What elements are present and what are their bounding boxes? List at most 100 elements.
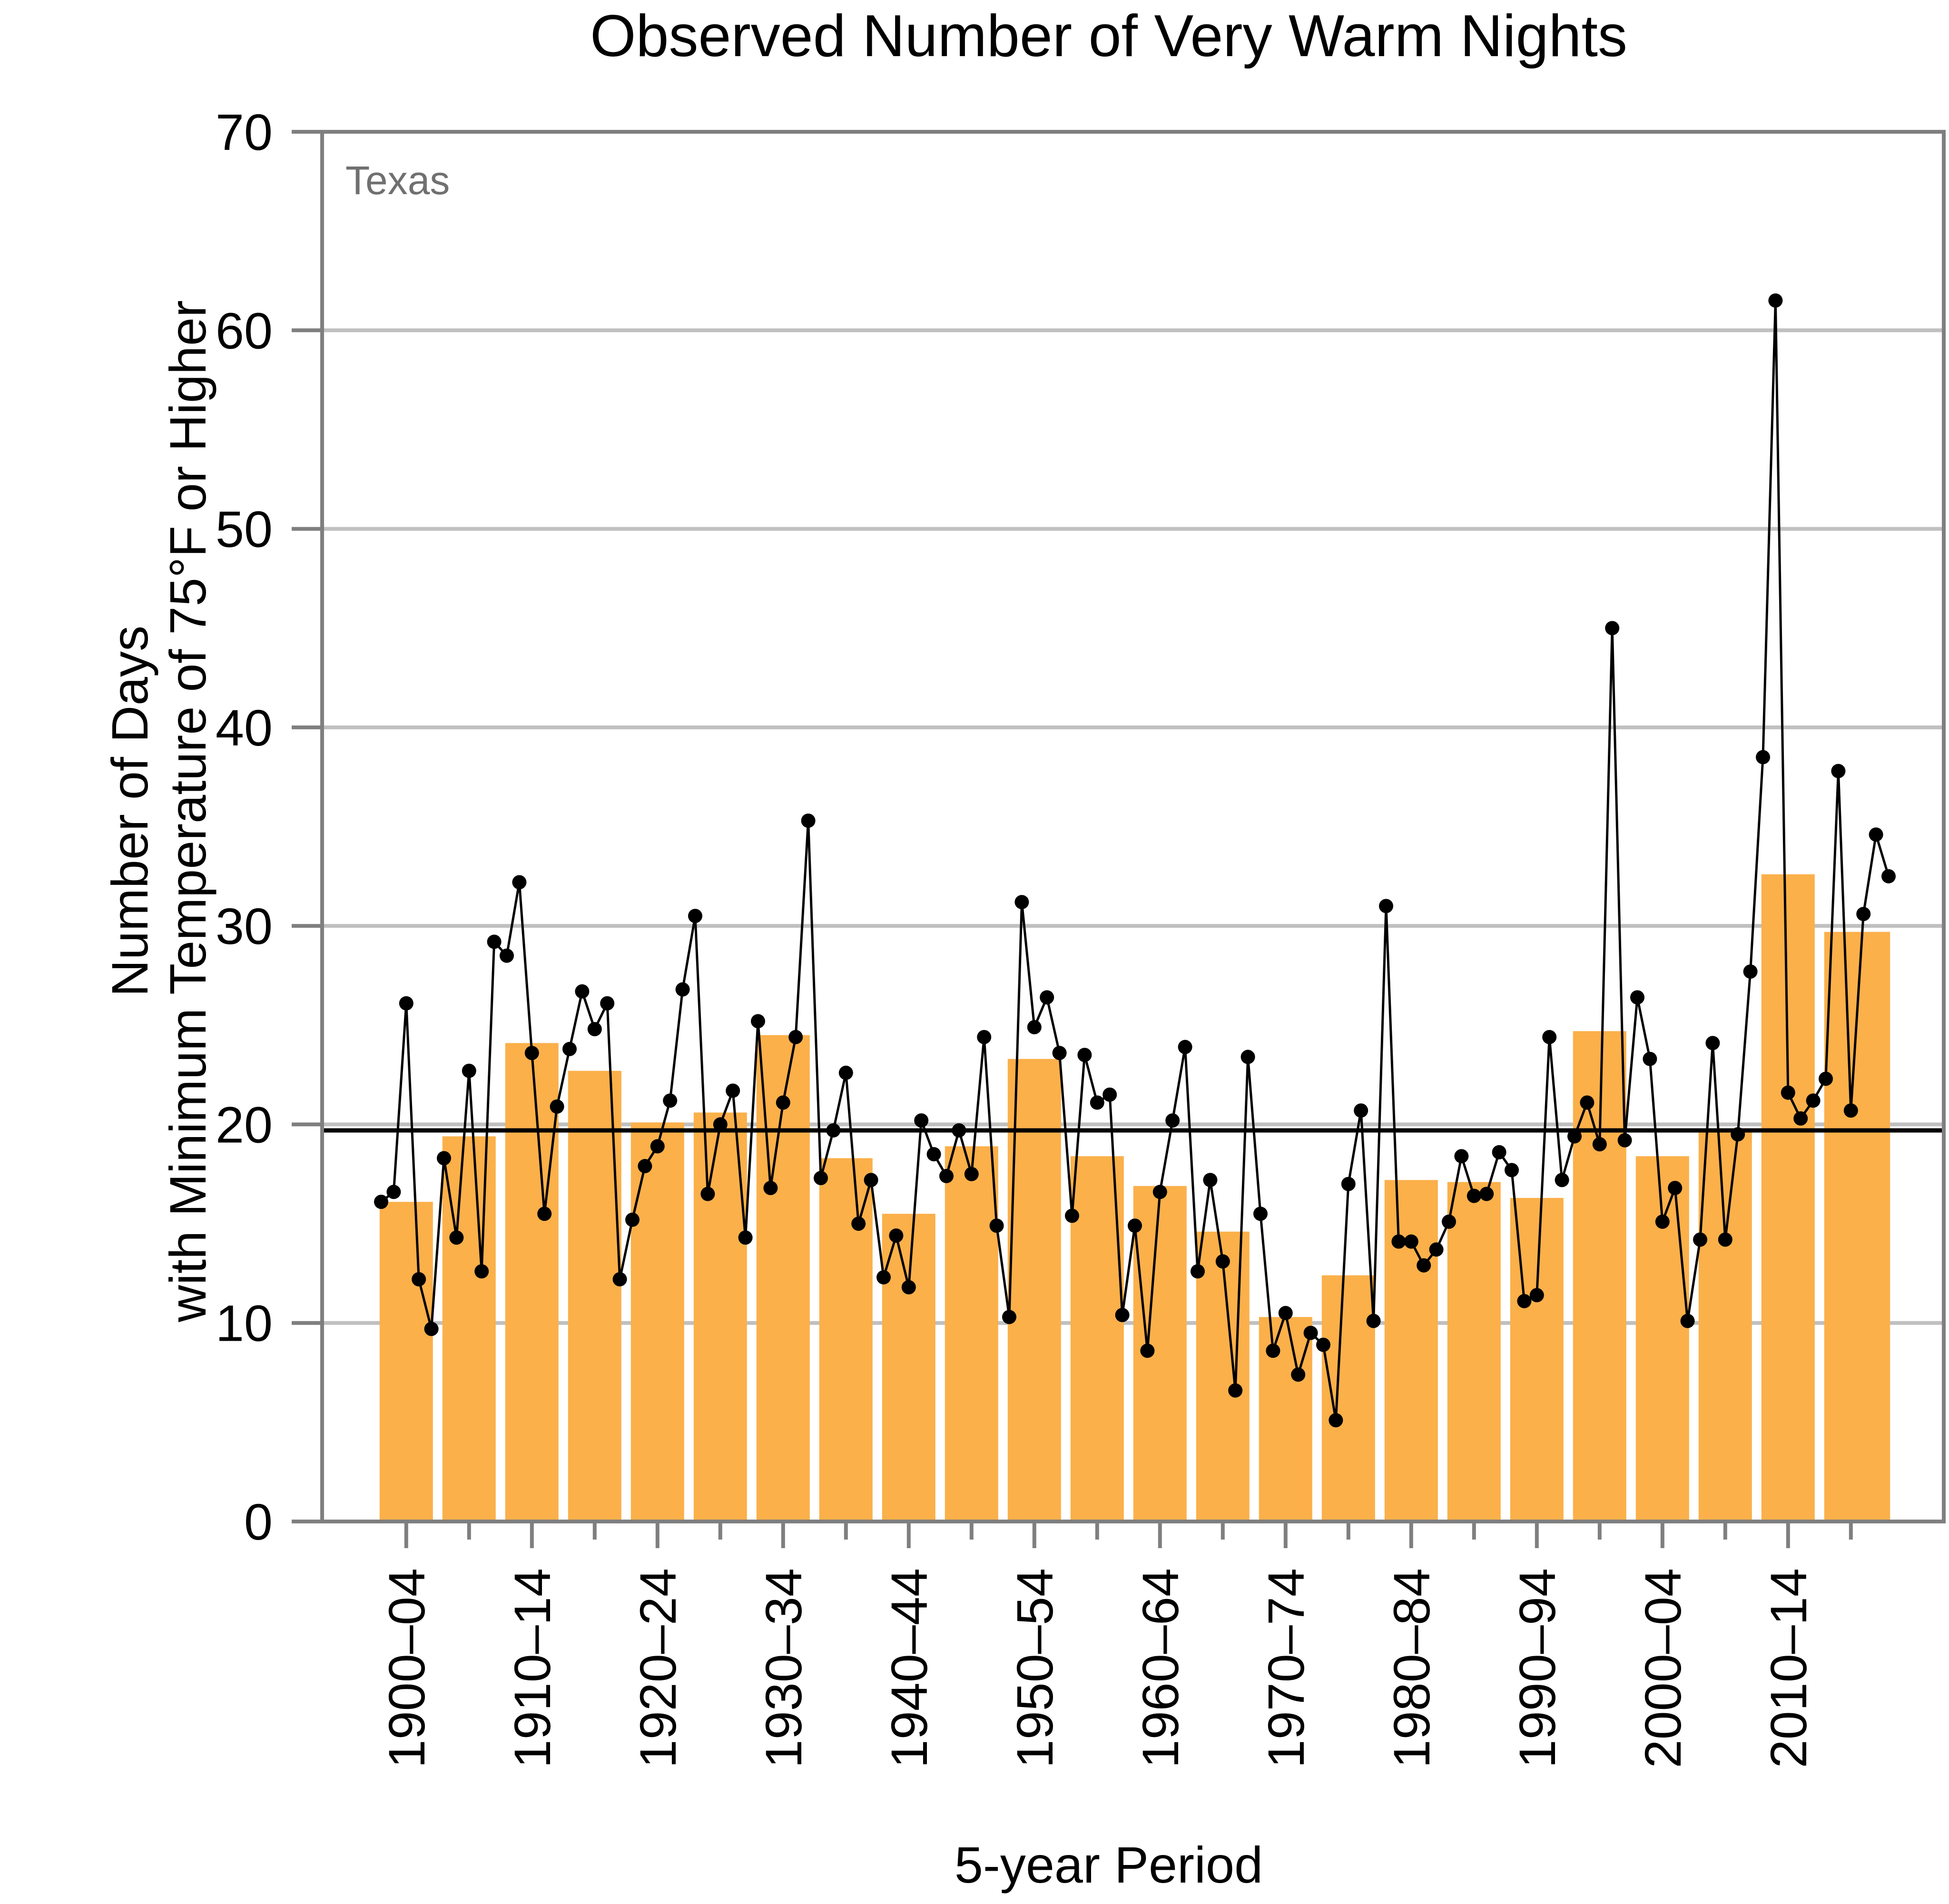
point-1970: [1253, 1207, 1268, 1221]
point-2000: [1630, 990, 1644, 1005]
point-1941: [889, 1228, 904, 1243]
point-1904: [424, 1322, 439, 1336]
point-1998: [1605, 621, 1620, 636]
point-1901: [386, 1185, 401, 1199]
point-1971: [1266, 1344, 1280, 1358]
bar-1975–79: [1321, 1275, 1375, 1521]
point-1922: [650, 1139, 665, 1154]
bar-2005–09: [1698, 1128, 1752, 1521]
chart-title: Observed Number of Very Warm Nights: [590, 3, 1627, 69]
point-1914: [550, 1099, 564, 1114]
point-2019: [1869, 827, 1883, 842]
point-1956: [1077, 1048, 1092, 1062]
point-1903: [412, 1272, 426, 1286]
x-tick-label-2000–04: 2000–04: [1634, 1568, 1692, 1768]
point-2017: [1843, 1103, 1858, 1118]
point-1973: [1291, 1367, 1306, 1382]
point-2010: [1756, 750, 1770, 765]
x-tick-label-1960–64: 1960–64: [1132, 1568, 1189, 1768]
point-1958: [1102, 1087, 1117, 1102]
x-tick-label-1920–24: 1920–24: [629, 1568, 687, 1768]
point-2012: [1781, 1085, 1795, 1100]
point-1923: [663, 1093, 678, 1108]
point-1981: [1391, 1234, 1406, 1249]
point-1999: [1617, 1133, 1632, 1148]
point-1990: [1505, 1163, 1519, 1178]
point-1908: [474, 1264, 489, 1279]
point-2003: [1668, 1180, 1683, 1195]
point-1900: [374, 1195, 388, 1209]
y-axis-title-line-1: Number of Days: [101, 626, 158, 997]
point-1902: [399, 996, 413, 1011]
point-2004: [1680, 1314, 1695, 1328]
point-1916: [575, 984, 590, 999]
bar-1955–59: [1070, 1156, 1124, 1521]
point-1984: [1429, 1242, 1444, 1257]
point-1945: [939, 1168, 954, 1183]
y-tick-label-40: 40: [216, 699, 273, 756]
point-1961: [1140, 1344, 1155, 1358]
point-1967: [1215, 1254, 1230, 1269]
point-1911: [512, 875, 527, 890]
point-1968: [1228, 1383, 1243, 1398]
point-1935: [814, 1171, 828, 1186]
point-1969: [1240, 1050, 1255, 1064]
point-1997: [1592, 1137, 1607, 1152]
x-tick-label-1910–14: 1910–14: [503, 1568, 561, 1768]
point-1955: [1065, 1208, 1079, 1223]
point-1991: [1517, 1294, 1532, 1308]
point-2015: [1819, 1071, 1833, 1086]
point-2008: [1731, 1127, 1745, 1142]
point-1931: [763, 1180, 778, 1195]
x-axis-title: 5-year Period: [955, 1836, 1263, 1894]
point-1927: [713, 1117, 728, 1132]
point-1943: [914, 1113, 929, 1128]
point-2014: [1806, 1093, 1821, 1108]
point-1957: [1090, 1095, 1104, 1110]
point-1919: [612, 1272, 627, 1286]
point-2018: [1856, 907, 1871, 922]
point-1915: [562, 1041, 577, 1056]
bar-1945–49: [945, 1146, 998, 1521]
y-axis-title-line-2: with Minimum Temperature of 75°F or High…: [159, 300, 217, 1323]
bar-1940–44: [882, 1214, 935, 1521]
y-tick-label-20: 20: [216, 1096, 273, 1153]
point-1928: [726, 1083, 740, 1098]
bar-1985–89: [1447, 1182, 1501, 1521]
point-1954: [1052, 1046, 1067, 1060]
bar-1900–04: [379, 1202, 433, 1521]
point-1975: [1316, 1337, 1330, 1352]
y-tick-label-0: 0: [244, 1493, 273, 1551]
point-1988: [1479, 1187, 1494, 1201]
point-1979: [1366, 1314, 1381, 1328]
y-tick-label-60: 60: [216, 302, 273, 359]
y-axis: 0 10 20 30 40 50 60 70: [216, 103, 322, 1551]
point-1976: [1329, 1413, 1343, 1428]
point-2007: [1718, 1232, 1732, 1247]
point-1925: [688, 909, 702, 923]
region-label: Texas: [345, 158, 450, 203]
point-1913: [537, 1207, 552, 1221]
point-1946: [952, 1123, 966, 1138]
point-1959: [1115, 1308, 1130, 1323]
point-1909: [487, 934, 502, 949]
y-tick-label-10: 10: [216, 1295, 273, 1352]
point-2005: [1693, 1232, 1707, 1247]
point-1944: [926, 1147, 941, 1162]
point-1949: [989, 1218, 1004, 1233]
point-1977: [1341, 1177, 1356, 1191]
point-1963: [1165, 1113, 1180, 1128]
point-1951: [1014, 895, 1029, 910]
point-1926: [700, 1187, 715, 1201]
point-1940: [876, 1270, 891, 1285]
point-1907: [462, 1063, 476, 1078]
bar-1965–69: [1196, 1231, 1250, 1521]
point-2020: [1881, 869, 1896, 883]
point-2001: [1643, 1051, 1657, 1066]
point-1936: [826, 1123, 841, 1138]
bar-1915–19: [568, 1070, 621, 1521]
point-1960: [1128, 1218, 1142, 1233]
point-1930: [751, 1014, 765, 1029]
point-1947: [964, 1167, 979, 1181]
